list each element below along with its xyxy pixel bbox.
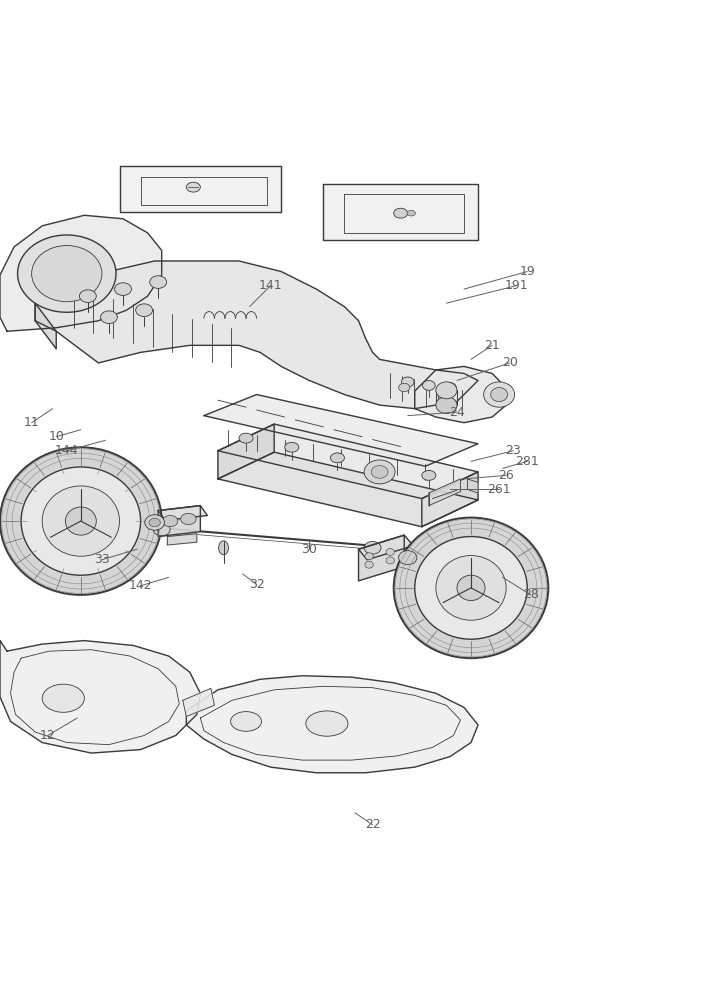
Ellipse shape — [149, 518, 160, 527]
Ellipse shape — [436, 382, 457, 399]
Polygon shape — [120, 166, 281, 212]
Ellipse shape — [18, 235, 116, 312]
Ellipse shape — [457, 575, 485, 601]
Ellipse shape — [407, 210, 415, 216]
Ellipse shape — [101, 311, 117, 324]
Ellipse shape — [422, 470, 436, 480]
Ellipse shape — [491, 388, 508, 402]
Ellipse shape — [150, 276, 167, 288]
Polygon shape — [167, 534, 197, 545]
Ellipse shape — [0, 447, 162, 595]
Text: 141: 141 — [259, 279, 283, 292]
Ellipse shape — [364, 541, 381, 554]
Ellipse shape — [365, 561, 373, 568]
Polygon shape — [158, 506, 200, 537]
Polygon shape — [183, 688, 214, 717]
Ellipse shape — [219, 541, 228, 555]
Text: 33: 33 — [94, 553, 110, 566]
Polygon shape — [323, 184, 478, 240]
Ellipse shape — [65, 507, 96, 535]
Polygon shape — [158, 506, 207, 520]
Text: 26: 26 — [498, 469, 514, 482]
Ellipse shape — [239, 433, 253, 443]
Text: 12: 12 — [40, 729, 56, 742]
Text: 142: 142 — [129, 579, 153, 592]
Ellipse shape — [285, 442, 299, 452]
Text: 23: 23 — [505, 444, 521, 457]
Text: 32: 32 — [249, 578, 264, 591]
Ellipse shape — [181, 513, 196, 525]
Text: 19: 19 — [520, 265, 535, 278]
Polygon shape — [218, 452, 478, 527]
Polygon shape — [0, 641, 200, 753]
Polygon shape — [204, 395, 478, 466]
Polygon shape — [35, 303, 56, 349]
Ellipse shape — [42, 486, 120, 556]
Ellipse shape — [330, 453, 344, 463]
Ellipse shape — [444, 383, 456, 392]
Ellipse shape — [386, 557, 394, 564]
Ellipse shape — [42, 684, 84, 712]
Ellipse shape — [32, 246, 102, 302]
Polygon shape — [0, 215, 162, 331]
Polygon shape — [467, 479, 478, 493]
Text: 261: 261 — [487, 483, 511, 496]
Polygon shape — [35, 261, 478, 409]
Ellipse shape — [436, 397, 457, 414]
Ellipse shape — [306, 711, 348, 736]
Ellipse shape — [365, 553, 373, 560]
Ellipse shape — [399, 383, 410, 392]
Polygon shape — [359, 535, 404, 581]
Polygon shape — [359, 535, 413, 560]
Ellipse shape — [423, 380, 435, 390]
Ellipse shape — [394, 208, 408, 218]
Ellipse shape — [186, 182, 200, 192]
Ellipse shape — [436, 556, 506, 620]
Text: 144: 144 — [55, 444, 79, 457]
Text: 24: 24 — [449, 406, 465, 419]
Ellipse shape — [153, 523, 170, 536]
Ellipse shape — [399, 551, 417, 565]
Ellipse shape — [371, 466, 388, 478]
Polygon shape — [429, 479, 460, 506]
Text: 10: 10 — [49, 430, 64, 443]
Polygon shape — [186, 676, 478, 773]
Text: 281: 281 — [515, 455, 539, 468]
Text: 191: 191 — [505, 279, 529, 292]
Ellipse shape — [115, 283, 131, 295]
Ellipse shape — [145, 515, 165, 530]
Polygon shape — [415, 366, 506, 423]
Text: 28: 28 — [523, 588, 538, 601]
Ellipse shape — [79, 290, 96, 302]
Text: 22: 22 — [365, 818, 380, 831]
Text: 21: 21 — [484, 339, 500, 352]
Polygon shape — [422, 472, 478, 527]
Ellipse shape — [386, 549, 394, 556]
Ellipse shape — [21, 467, 141, 575]
Text: 20: 20 — [502, 356, 517, 369]
Text: 11: 11 — [24, 416, 39, 429]
Ellipse shape — [364, 460, 395, 484]
Ellipse shape — [415, 537, 527, 639]
Ellipse shape — [231, 712, 262, 731]
Ellipse shape — [136, 304, 153, 317]
Polygon shape — [218, 424, 478, 499]
Ellipse shape — [484, 382, 515, 407]
Ellipse shape — [162, 515, 178, 527]
Ellipse shape — [401, 377, 414, 387]
Text: 30: 30 — [302, 543, 317, 556]
Polygon shape — [218, 424, 274, 479]
Ellipse shape — [376, 462, 390, 472]
Ellipse shape — [394, 518, 548, 658]
